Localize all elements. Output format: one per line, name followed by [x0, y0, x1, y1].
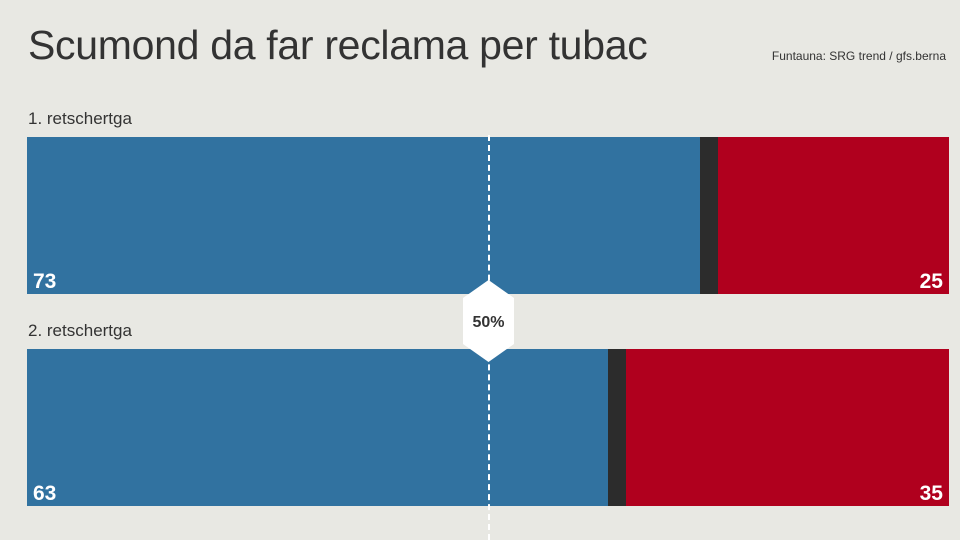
value-label-yes-1: 73 [33, 270, 57, 293]
chart-title: Scumond da far reclama per tubac [28, 22, 648, 68]
bar-row-1: 73 25 [27, 137, 949, 294]
value-label-no-2: 35 [919, 482, 943, 505]
bar-undecided-1 [700, 137, 719, 294]
bar-row-2: 63 35 [27, 349, 949, 506]
fifty-percent-marker [463, 280, 514, 362]
bar-no-1: 25 [718, 137, 949, 294]
value-label-yes-2: 63 [33, 482, 57, 505]
value-label-no-1: 25 [919, 270, 943, 293]
fifty-percent-label: 50% [472, 314, 505, 331]
bar-yes-1: 73 [27, 137, 701, 294]
bar-undecided-2 [607, 349, 627, 506]
bar-no-2: 35 [626, 349, 949, 506]
row-label-2: 2. retschertga [28, 321, 132, 340]
bar-yes-2: 63 [27, 349, 608, 506]
row-label-1: 1. retschertga [28, 109, 132, 128]
source-note: Funtauna: SRG trend / gfs.berna [771, 49, 946, 63]
